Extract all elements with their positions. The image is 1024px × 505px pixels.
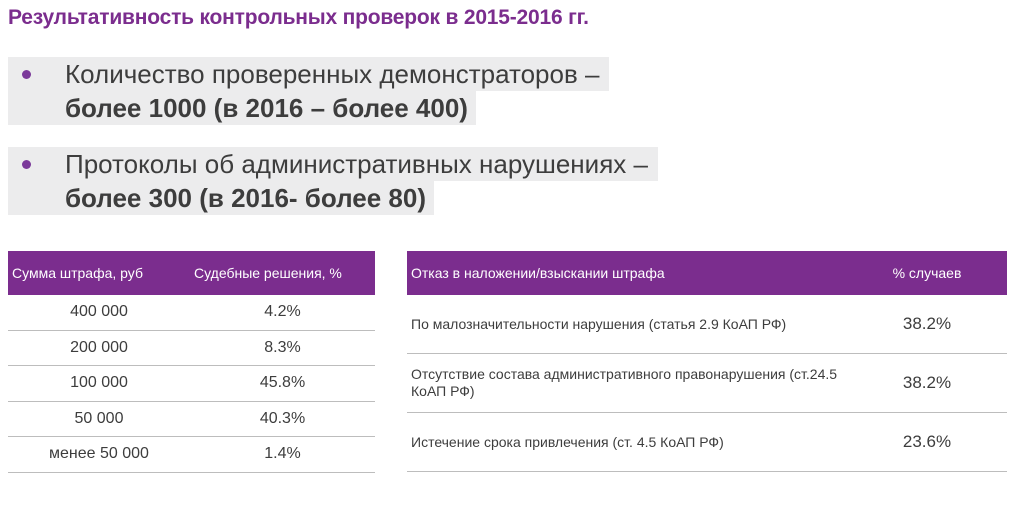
court-percent: 40.3% xyxy=(190,401,375,437)
header-refusal-reason: Отказ в наложении/взыскании штрафа xyxy=(407,251,847,295)
bullet-checked-demonstrators: Количество проверенных демонстраторов – … xyxy=(8,57,610,125)
fine-amount: менее 50 000 xyxy=(8,436,190,473)
court-percent: 4.2% xyxy=(190,295,375,331)
bullet-line-1: Протоколы об административных нарушениях… xyxy=(65,149,648,179)
table-row: Отсутствие состава административного пра… xyxy=(407,353,1007,413)
refusal-reason: Отсутствие состава административного пра… xyxy=(407,353,847,413)
court-percent: 45.8% xyxy=(190,365,375,402)
header-case-percent: % случаев xyxy=(847,251,1007,295)
bullet-line-2: более 300 (в 2016- более 80) xyxy=(8,181,434,215)
fines-table: Сумма штрафа, руб Судебные решения, % 40… xyxy=(8,251,375,473)
refusal-reason-text: Отсутствие состава административного пра… xyxy=(411,366,838,399)
table-row: 50 000 40.3% xyxy=(8,401,375,437)
table-row: По малозначительности нарушения (статья … xyxy=(407,295,1007,354)
case-percent: 38.2% xyxy=(847,295,1007,354)
header-fine-amount: Сумма штрафа, руб xyxy=(8,251,190,295)
bullet-protocols: Протоколы об административных нарушениях… xyxy=(8,147,658,215)
court-percent: 8.3% xyxy=(190,330,375,366)
fine-amount: 100 000 xyxy=(8,365,190,402)
table-row: менее 50 000 1.4% xyxy=(8,436,375,473)
table-row: Истечение срока привлечения (ст. 4.5 КоА… xyxy=(407,412,1007,472)
refusal-reason: Истечение срока привлечения (ст. 4.5 КоА… xyxy=(407,412,847,472)
refusal-table: Отказ в наложении/взыскании штрафа % слу… xyxy=(407,251,1007,472)
case-percent: 38.2% xyxy=(847,353,1007,413)
table-row: 200 000 8.3% xyxy=(8,330,375,366)
bullet-dot-icon xyxy=(22,160,31,169)
fine-amount: 50 000 xyxy=(8,401,190,437)
fine-amount: 400 000 xyxy=(8,295,190,331)
refusal-reason: По малозначительности нарушения (статья … xyxy=(407,295,847,354)
fine-amount: 200 000 xyxy=(8,330,190,366)
page-title: Результативность контрольных проверок в … xyxy=(8,6,589,29)
case-percent: 23.6% xyxy=(847,412,1007,472)
bullet-line-1: Количество проверенных демонстраторов – xyxy=(65,59,600,89)
court-percent: 1.4% xyxy=(190,436,375,473)
table-row: 400 000 4.2% xyxy=(8,295,375,331)
bullet-line-2: более 1000 (в 2016 – более 400) xyxy=(8,91,476,125)
table-row: 100 000 45.8% xyxy=(8,365,375,402)
bullet-dot-icon xyxy=(22,70,31,79)
header-court-decisions: Судебные решения, % xyxy=(190,251,375,295)
